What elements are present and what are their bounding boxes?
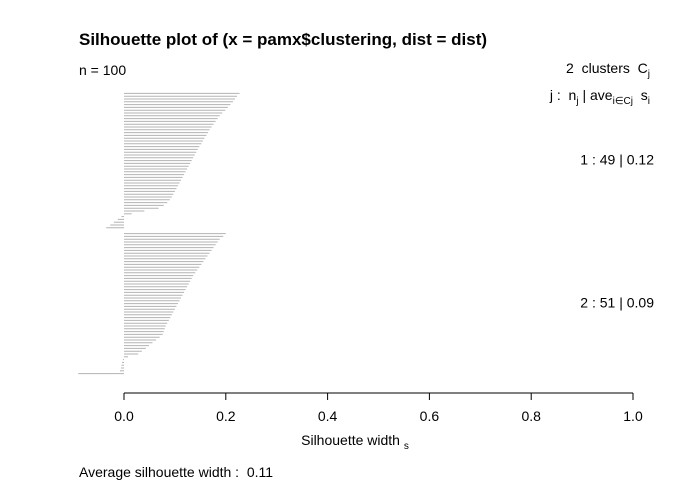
legend-format-line: j : nj | avei∈Cj si — [549, 86, 650, 107]
average-silhouette: Average silhouette width : 0.11 — [79, 464, 273, 480]
legend-cluster-count: 2 — [566, 60, 574, 76]
sample-size-label: n = 100 — [79, 62, 127, 78]
x-axis-label: Silhouette width s — [301, 432, 409, 452]
footer-value: 0.11 — [246, 464, 274, 480]
x-tick-label: 0.8 — [521, 408, 541, 424]
x-tick-label: 0.4 — [318, 408, 338, 424]
footer-label: Average silhouette width : — [79, 464, 240, 480]
legend-title-line: 2 clusters Cj — [550, 58, 650, 85]
cluster-summary-label: 1 : 49 | 0.12 — [580, 152, 654, 168]
x-tick-label: 1.0 — [623, 408, 643, 424]
cluster-summary-label: 2 : 51 | 0.09 — [580, 295, 654, 311]
x-tick-label: 0.6 — [420, 408, 440, 424]
legend-clusters-word: clusters — [581, 60, 630, 76]
chart-title: Silhouette plot of (x = pamx$clustering,… — [79, 30, 488, 49]
cluster-legend-header: 2 clusters Cj j : nj | avei∈Cj si — [550, 58, 650, 112]
x-tick-label: 0.0 — [114, 408, 134, 424]
x-tick-label: 0.2 — [216, 408, 236, 424]
legend-symbol: Cj — [637, 60, 650, 80]
